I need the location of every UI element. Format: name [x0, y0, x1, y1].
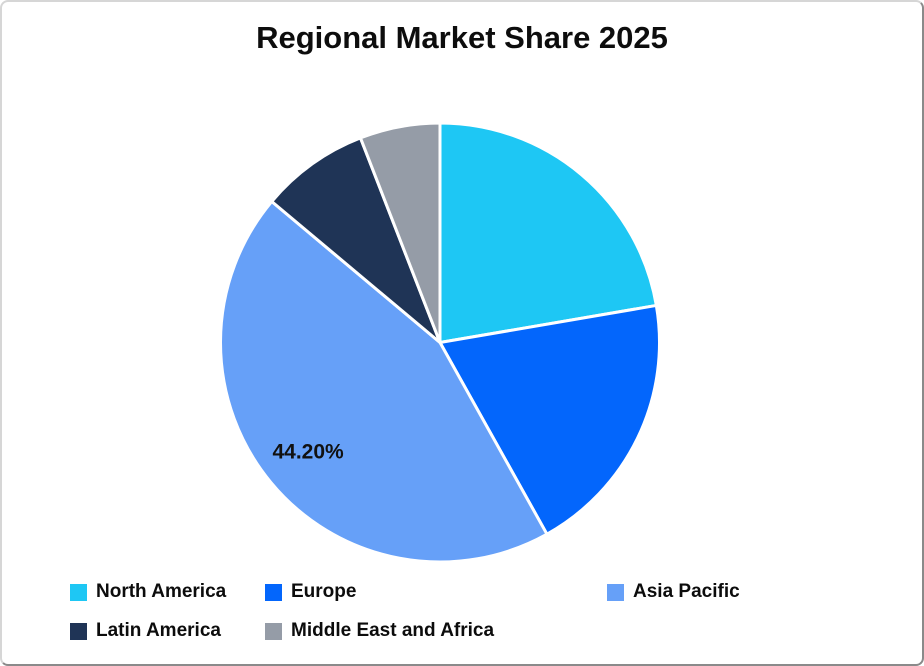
legend-label-asia-pacific: Asia Pacific [633, 581, 740, 602]
legend-item-latin-america: Latin America [70, 620, 221, 642]
pie-slice-north-america [438, 121, 658, 344]
legend-item-europe: Europe [265, 581, 356, 603]
legend-label-north-america: North America [96, 581, 227, 602]
legend-swatch-asia-pacific [607, 583, 624, 601]
pie-slice-asia-pacific [219, 200, 549, 564]
pie-slice-europe [438, 303, 661, 536]
legend-label-europe: Europe [291, 581, 357, 602]
pie-slice-middle-east-and-africa [358, 121, 442, 344]
legend-label-middle-east-and-africa: Middle East and Africa [291, 620, 495, 641]
legend-swatch-europe [265, 583, 282, 601]
pie-slice-latin-america [270, 136, 442, 344]
chart-title: Regional Market Share 2025 [256, 20, 668, 55]
legend-swatch-latin-america [70, 622, 87, 640]
legend-label-latin-america: Latin America [96, 620, 221, 641]
legend-swatch-north-america [70, 583, 87, 601]
pie-data-label-asia-pacific: 44.20% [272, 441, 344, 464]
legend-item-asia-pacific: Asia Pacific [607, 581, 740, 603]
legend-swatch-middle-east-and-africa [265, 622, 282, 640]
legend-item-north-america: North America [70, 581, 226, 603]
legend-item-middle-east-and-africa: Middle East and Africa [265, 620, 494, 642]
